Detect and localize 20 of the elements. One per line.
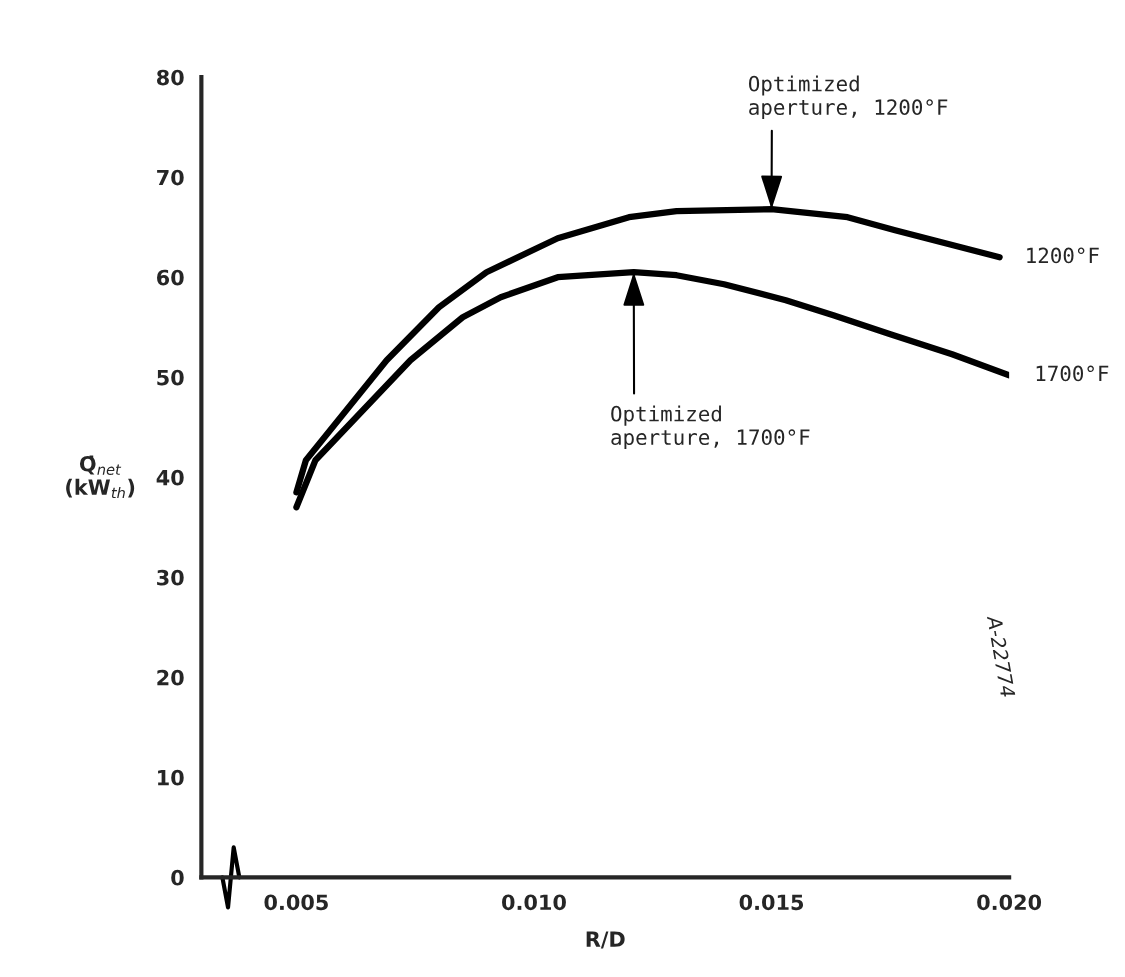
series-label: 1200°F <box>1027 247 1099 264</box>
y-tick-label: 50 <box>157 369 184 386</box>
y-tick-label: 10 <box>158 769 184 786</box>
x-tick-label: 0.015 <box>739 894 804 911</box>
annotation: Optimized aperture, 1200°F <box>748 75 948 120</box>
y-tick-label: 60 <box>157 269 184 286</box>
x-axis-title: R/D <box>586 931 625 949</box>
y-tick-label: 80 <box>156 69 184 86</box>
x-tick-label: 0.020 <box>977 894 1042 911</box>
y-tick-label: 70 <box>157 169 184 186</box>
x-tick-label: 0.010 <box>502 894 566 911</box>
series-label: 1700°F <box>1036 365 1109 382</box>
y-tick-label: 0 <box>171 869 184 886</box>
annotation: A-22774 <box>987 614 1016 698</box>
y-tick-label: 30 <box>157 569 184 586</box>
annotation: Optimized aperture, 1700°F <box>611 405 810 450</box>
y-tick-label: 40 <box>156 469 184 486</box>
y-tick-label: 20 <box>157 669 184 686</box>
x-tick-label: 0.005 <box>264 894 328 911</box>
y-axis-title: Q̇$_{net}$ (kW$_{th}$) <box>66 455 135 499</box>
